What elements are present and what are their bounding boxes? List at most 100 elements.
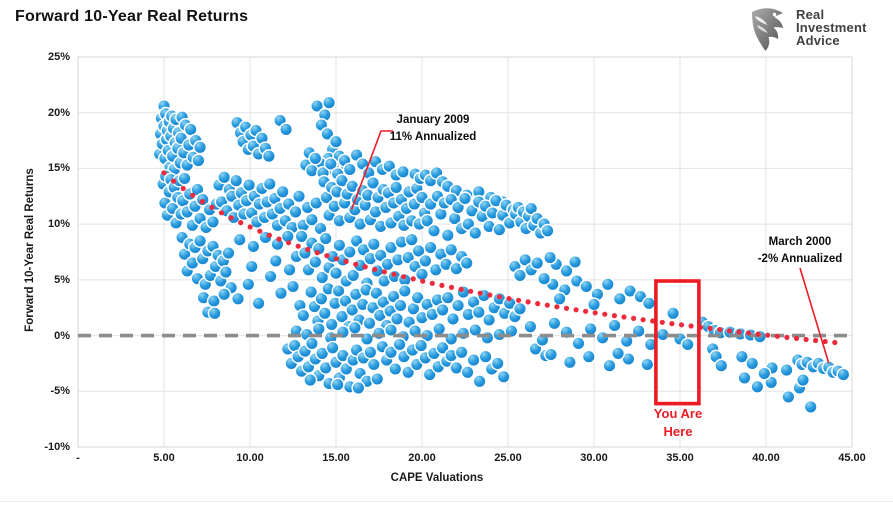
scatter-point (540, 223, 555, 238)
scatter-point (595, 330, 610, 345)
y-tick-label: 0% (54, 329, 70, 342)
scatter-point (666, 306, 681, 321)
january-2009-leader-line (350, 130, 393, 210)
trendline-dot (199, 199, 205, 205)
scatter-point (362, 316, 377, 331)
trendline-dot (276, 236, 282, 242)
annotation-march-2000: March 2000 -2% Annualized (710, 234, 890, 268)
you-are-here-line2: Here (663, 424, 693, 439)
trendline-dot (401, 274, 407, 280)
trendline-dot (343, 258, 349, 265)
trendline-dot (784, 334, 790, 340)
scatter-point (640, 357, 655, 372)
scatter-point (432, 321, 447, 336)
scatter-point (268, 253, 283, 268)
trendline-dot (631, 315, 637, 321)
scatter-point (318, 231, 333, 246)
trendline-dot (353, 261, 359, 267)
scatter-point (454, 345, 469, 360)
trendline-dot (516, 297, 522, 303)
chart-bottom-border (0, 501, 893, 502)
scatter-point (322, 95, 337, 110)
scatter-point (466, 353, 481, 368)
scatter-point (757, 366, 772, 381)
scatter-point (543, 250, 558, 265)
trendline-dot (247, 224, 253, 230)
chart-title: Forward 10-Year Real Returns (15, 8, 249, 25)
trendline-dot (477, 290, 483, 296)
scatter-point (423, 240, 438, 255)
scatter-point (456, 285, 471, 300)
scatter-point (304, 336, 319, 351)
trendline-dot (525, 299, 531, 305)
chart-overlays (78, 130, 852, 406)
scatter-point (183, 122, 198, 137)
trendline-dot (535, 301, 541, 307)
trendline-dot (765, 332, 771, 338)
trendline-dot (813, 337, 819, 344)
scatter-point (600, 277, 615, 292)
scatter-point (612, 291, 627, 306)
trendline-dot (295, 243, 301, 249)
scatter-point (365, 175, 381, 190)
scatter-point (456, 326, 471, 341)
scatter-point (191, 153, 206, 168)
trendline-dot (190, 192, 196, 198)
x-tick-label: 25.00 (494, 452, 522, 464)
scatter-point (401, 365, 416, 380)
scatter-point (371, 326, 387, 341)
x-tick-label: 15.00 (322, 452, 350, 464)
y-tick-label: 10% (47, 218, 70, 231)
scatter-point (641, 296, 657, 311)
x-tick-label: 30.00 (580, 452, 608, 464)
scatter-point (547, 316, 562, 331)
scatter-point (262, 176, 277, 192)
trendline-dot (372, 266, 378, 273)
scatter-point (320, 126, 335, 141)
scatter-point (435, 302, 450, 317)
scatter-point (251, 296, 266, 311)
y-tick-label: -5% (50, 385, 70, 398)
scatter-point (414, 338, 429, 353)
scatter-point (389, 180, 404, 195)
scatter-point (537, 271, 552, 286)
scatter-point (263, 269, 278, 284)
scatter-point (304, 212, 319, 227)
scatter-point (492, 222, 507, 237)
scatter-point (460, 365, 475, 380)
scatter-point (325, 340, 340, 355)
trendline-dot (381, 269, 387, 275)
trendline-dot (592, 310, 598, 316)
scatter-point (317, 306, 332, 321)
y-tick-label: -10% (44, 441, 70, 453)
trendline-dot (305, 246, 311, 253)
scatter-point (543, 347, 559, 362)
scatter-point (512, 301, 528, 316)
scatter-point (294, 229, 309, 244)
scatter-point (478, 349, 493, 364)
scatter-point (734, 349, 749, 364)
scatter-point (457, 191, 473, 206)
scatter-point (530, 256, 545, 271)
you-are-here-label: You Are Here (618, 405, 738, 441)
trendline-dot (717, 327, 723, 333)
scatter-point (330, 377, 345, 392)
scatter-point (750, 379, 765, 394)
scatter-point (291, 189, 307, 204)
scatter-point (397, 283, 412, 299)
you-are-here-line1: You Are (653, 406, 703, 421)
scatter-point (562, 355, 577, 370)
scatter-point (347, 320, 362, 335)
scatter-point (795, 373, 811, 388)
x-tick-label: 40.00 (752, 452, 780, 464)
trendline-dot (659, 319, 665, 325)
scatter-point (444, 331, 459, 346)
scatter-point (388, 361, 403, 377)
scatter-point (304, 285, 319, 300)
x-tick-label: - (76, 452, 80, 464)
annotation-march-2000-line1: March 2000 (768, 236, 832, 248)
scatter-point (275, 184, 290, 199)
scatter-point (296, 308, 311, 323)
scatter-point (285, 279, 301, 294)
x-tick-label: 10.00 (236, 452, 264, 464)
